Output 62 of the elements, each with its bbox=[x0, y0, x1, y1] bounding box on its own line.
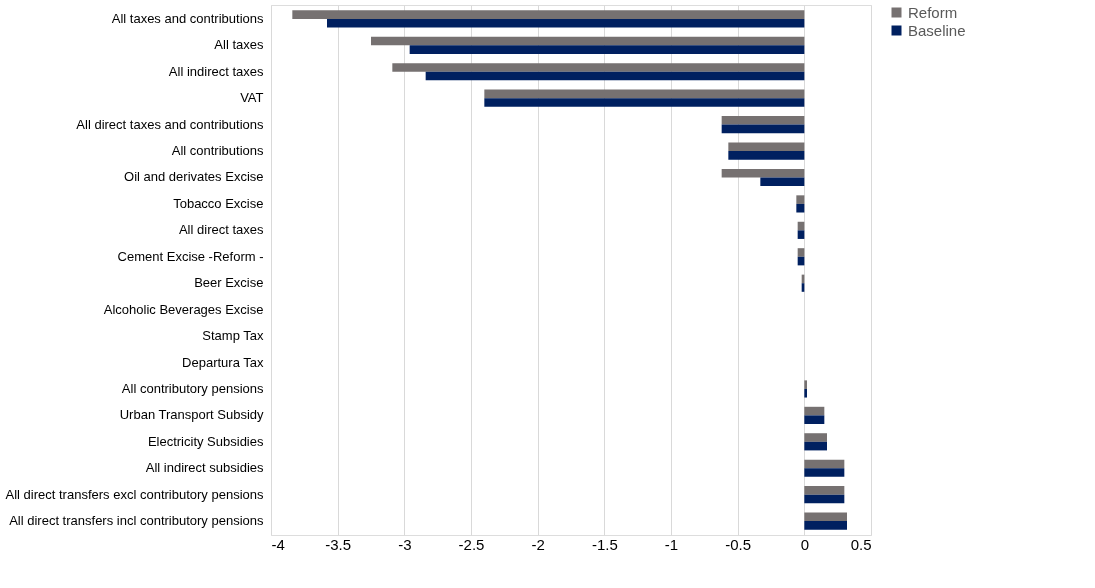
x-tick-label: -3 bbox=[398, 535, 412, 553]
bar bbox=[797, 248, 805, 257]
bar bbox=[392, 63, 805, 72]
x-tick-label: -3.5 bbox=[325, 535, 352, 553]
y-tick-label: Stamp Tax bbox=[202, 328, 264, 344]
legend-label: Reform bbox=[908, 3, 958, 21]
bar bbox=[804, 406, 825, 416]
y-tick-label: All direct transfers excl contributory pensions bbox=[5, 486, 264, 502]
bar bbox=[796, 203, 805, 213]
x-tick-label: -1 bbox=[664, 535, 679, 553]
y-tick-label: All taxes bbox=[214, 37, 264, 53]
y-tick-label: Beer Excise bbox=[194, 275, 264, 291]
y-tick-label: Departura Tax bbox=[182, 354, 264, 370]
bar bbox=[804, 433, 827, 442]
y-tick-label: Tobacco Excise bbox=[173, 195, 264, 211]
x-tick-label: -2.5 bbox=[458, 535, 485, 553]
bar bbox=[721, 116, 805, 125]
y-tick-label: Alcoholic Beverages Excise bbox=[103, 301, 264, 317]
bar bbox=[371, 36, 805, 46]
bar bbox=[796, 195, 805, 204]
bar bbox=[804, 486, 845, 495]
x-tick-label: -2 bbox=[531, 535, 545, 553]
bar bbox=[728, 151, 805, 160]
y-tick-label: All direct transfers incl contributory pensions bbox=[9, 513, 264, 529]
bar bbox=[804, 388, 807, 398]
bar bbox=[804, 468, 845, 477]
y-tick-label: Cement Excise -Reform - bbox=[117, 248, 264, 264]
bar bbox=[484, 98, 805, 107]
bar bbox=[804, 459, 845, 469]
bar bbox=[721, 124, 805, 134]
bar bbox=[804, 441, 827, 451]
legend-label: Baseline bbox=[908, 21, 966, 39]
y-tick-label: All contributions bbox=[171, 143, 264, 159]
y-tick-label: Electricity Subsidies bbox=[147, 433, 264, 449]
y-tick-label: Oil and derivates Excise bbox=[124, 169, 264, 185]
bar bbox=[425, 71, 805, 81]
bar bbox=[484, 89, 805, 99]
bar bbox=[804, 380, 807, 389]
x-tick-label: -0.5 bbox=[725, 535, 752, 553]
y-tick-label: All indirect taxes bbox=[168, 63, 264, 79]
x-tick-label: -1.5 bbox=[591, 535, 618, 553]
bar bbox=[804, 521, 847, 530]
x-tick-label: 0 bbox=[800, 535, 810, 553]
bar bbox=[804, 494, 845, 504]
x-tick-label: -4 bbox=[271, 535, 285, 553]
bar bbox=[797, 230, 805, 239]
bar bbox=[760, 177, 805, 187]
bar bbox=[292, 10, 805, 19]
bar bbox=[804, 415, 825, 424]
y-tick-label: All direct taxes and contributions bbox=[76, 116, 264, 132]
y-tick-label: VAT bbox=[240, 90, 264, 106]
x-tick-label: 0.5 bbox=[850, 535, 872, 553]
bar bbox=[327, 18, 805, 28]
y-tick-label: All indirect subsidies bbox=[145, 460, 264, 476]
y-tick-label: All contributory pensions bbox=[121, 380, 264, 396]
y-tick-label: All taxes and contributions bbox=[111, 10, 264, 26]
bar bbox=[728, 142, 805, 152]
bar bbox=[721, 168, 805, 178]
bar bbox=[804, 512, 847, 522]
bar bbox=[409, 45, 805, 54]
y-tick-label: Urban Transport Subsidy bbox=[119, 407, 264, 423]
y-tick-label: All direct taxes bbox=[178, 222, 264, 238]
